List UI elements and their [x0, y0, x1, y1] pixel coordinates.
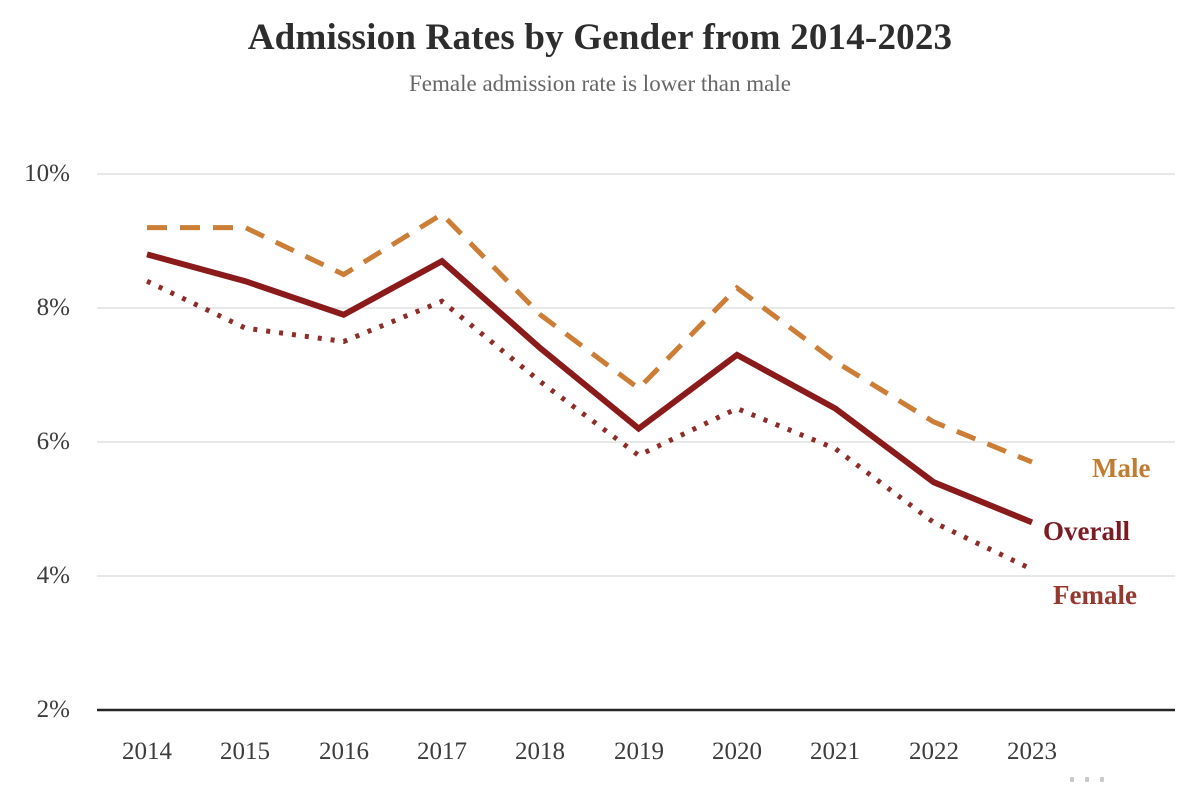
series-line-female — [145, 278, 1034, 572]
cropped-text-marks — [1070, 769, 1115, 787]
series-line-male — [147, 211, 1033, 465]
y-axis-tick-10: 10% — [24, 160, 70, 187]
y-axis-tick-8: 8% — [36, 294, 70, 321]
chart-subtitle: Female admission rate is lower than male — [409, 71, 791, 96]
x-axis-tick-2022: 2022 — [909, 738, 959, 765]
series-label-overall: Overall — [1043, 516, 1130, 546]
x-axis-tick-2016: 2016 — [319, 738, 369, 765]
x-axis-tick-2021: 2021 — [810, 738, 860, 765]
x-axis-tick-2023: 2023 — [1007, 738, 1057, 765]
x-axis-tick-2019: 2019 — [614, 738, 664, 765]
x-axis-tick-2015: 2015 — [220, 738, 270, 765]
x-axis-tick-2017: 2017 — [417, 738, 467, 765]
series-line-overall — [146, 251, 1034, 526]
y-axis-tick-2: 2% — [36, 696, 70, 723]
y-axis-tick-6: 6% — [36, 428, 70, 455]
x-axis-tick-2018: 2018 — [515, 738, 565, 765]
y-axis-tick-4: 4% — [36, 562, 70, 589]
x-axis-tick-2014: 2014 — [122, 738, 172, 765]
series-label-male: Male — [1092, 453, 1151, 483]
series-label-female: Female — [1053, 580, 1137, 610]
x-axis-tick-2020: 2020 — [712, 738, 762, 765]
chart-title: Admission Rates by Gender from 2014-2023 — [247, 17, 953, 58]
